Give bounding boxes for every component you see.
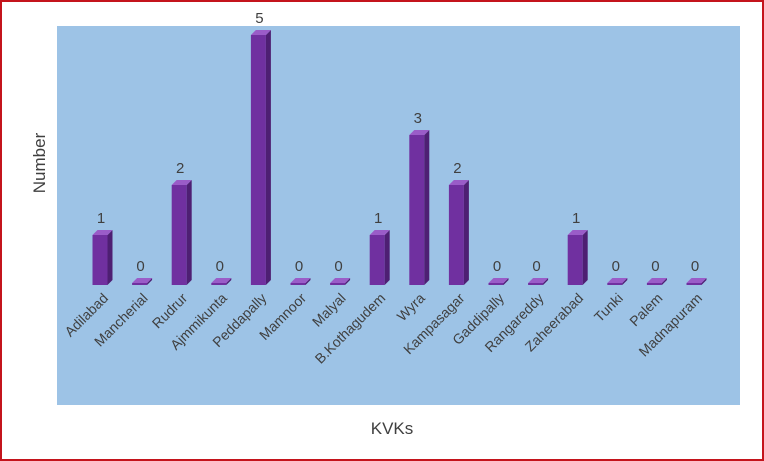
bar-13 [607,278,628,285]
bar-top [132,278,153,283]
bar-front [369,235,385,285]
data-label: 0 [334,258,342,275]
bar-front [607,283,623,285]
bar-side [186,180,192,285]
bar-10 [488,278,509,285]
x-axis-label: KVKs [370,419,414,438]
bar-side [305,278,311,285]
bar-top [369,230,390,235]
bar-12 [567,230,588,285]
bar-6 [330,278,351,285]
data-label: 2 [453,160,461,177]
x-tick-label: Tunki [591,290,626,325]
data-label: 0 [612,258,620,275]
bar-front [646,283,662,285]
bar-front [92,235,108,285]
bar-top [290,278,311,283]
data-label: 0 [651,258,659,275]
x-tick-label: Wyra [394,290,428,324]
bar-1 [132,278,153,285]
bar-side [107,230,113,285]
plot-area [57,26,740,405]
bar-front [211,283,227,285]
bar-top [607,278,628,283]
bar-top [488,278,509,283]
data-label: 0 [493,258,501,275]
bar-top [250,30,271,35]
bar-front [567,235,583,285]
bar-8 [409,130,430,285]
bar-9 [448,180,469,285]
x-tick-label: B.Kothagudem [312,290,389,367]
bar-front [686,283,702,285]
bar-2 [171,180,192,285]
data-label: 3 [414,110,422,127]
bar-side [345,278,351,285]
bar-front [171,185,187,285]
bar-3 [211,278,232,285]
bar-side [543,278,549,285]
bar-front [290,283,306,285]
bar-top [409,130,430,135]
bar-side [582,230,588,285]
bar-front [132,283,148,285]
data-label: 0 [691,258,699,275]
bar-7 [369,230,390,285]
bar-11 [528,278,549,285]
bar-front [330,283,346,285]
bar-side [384,230,390,285]
bar-0 [92,230,113,285]
bar-front [409,135,425,285]
bar-top [686,278,707,283]
data-label: 1 [97,210,105,227]
data-label: 2 [176,160,184,177]
bar-side [622,278,628,285]
bar-top [92,230,113,235]
data-label: 5 [255,10,263,27]
bar-top [448,180,469,185]
bar-4 [250,30,271,285]
bar-front [448,185,464,285]
bar-15 [686,278,707,285]
bar-14 [646,278,667,285]
data-label: 0 [136,258,144,275]
data-label: 0 [532,258,540,275]
data-label: 0 [216,258,224,275]
bar-side [661,278,667,285]
bar-top [528,278,549,283]
bar-top [567,230,588,235]
bar-top [646,278,667,283]
bar-top [211,278,232,283]
bar-side [424,130,430,285]
bar-side [463,180,469,285]
bar-front [488,283,504,285]
bar-front [528,283,544,285]
bar-top [330,278,351,283]
data-label: 0 [295,258,303,275]
bar-side [265,30,271,285]
bar-5 [290,278,311,285]
bar-front [250,35,266,285]
data-label: 1 [572,210,580,227]
bar-side [147,278,153,285]
data-label: 1 [374,210,382,227]
bar-side [503,278,509,285]
bar-side [226,278,232,285]
bar-side [701,278,707,285]
bar-top [171,180,192,185]
